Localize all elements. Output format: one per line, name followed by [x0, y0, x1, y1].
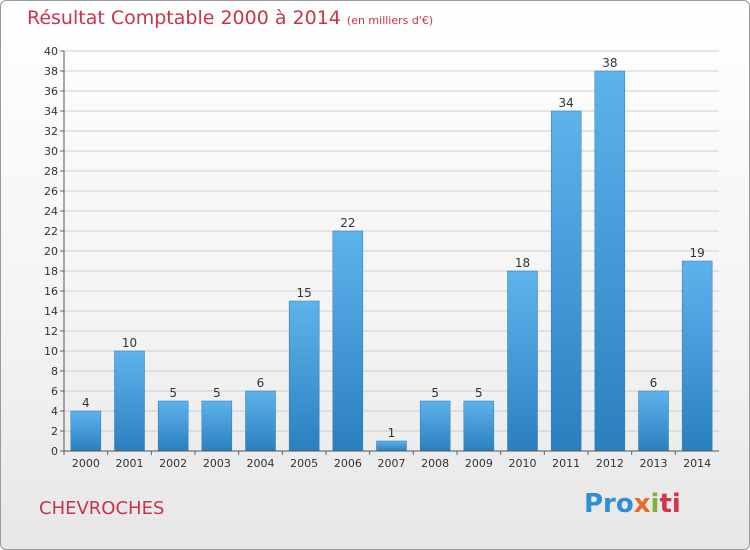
- chart-subtitle: (en milliers d'€): [346, 14, 434, 27]
- bar-value-label: 22: [340, 216, 355, 230]
- bar-2003: [201, 400, 233, 452]
- y-tick-label: 20: [44, 245, 58, 258]
- y-tick-label: 40: [44, 45, 58, 58]
- bar-value-label: 5: [431, 386, 439, 400]
- bar-value-label: 4: [82, 396, 90, 410]
- x-tick-label: 2013: [640, 457, 668, 470]
- y-tick-label: 12: [44, 325, 58, 338]
- y-tick-label: 28: [44, 165, 58, 178]
- x-tick-label: 2009: [465, 457, 493, 470]
- x-axis-ticks: 2000 2001 2002 2003 2004 2005 2006 2007 2008 2009…: [63, 451, 711, 470]
- x-tick-label: 2011: [552, 457, 580, 470]
- bar-2002: [157, 400, 189, 452]
- logo-part-1: Pro: [584, 489, 634, 519]
- x-tick-label: 2002: [159, 457, 187, 470]
- bar-value-label: 6: [650, 376, 658, 390]
- y-tick-label: 16: [44, 285, 58, 298]
- bar-2008: [419, 400, 451, 452]
- bar-2007: [376, 440, 407, 452]
- bar-2011: [550, 110, 582, 452]
- x-tick-label: 2003: [203, 457, 231, 470]
- y-tick-label: 10: [44, 345, 58, 358]
- bar-2009: [463, 400, 495, 452]
- x-tick-label: 2000: [72, 457, 100, 470]
- bar-2000: [70, 410, 102, 452]
- y-tick-label: 22: [44, 225, 58, 238]
- bar-2014: [681, 260, 713, 452]
- x-tick-label: 2012: [596, 457, 624, 470]
- x-tick-label: 2010: [509, 457, 537, 470]
- logo-part-2: x: [633, 489, 651, 519]
- x-tick-label: 2006: [334, 457, 362, 470]
- proxiti-logo: Proxiti: [584, 489, 681, 519]
- bar-value-label: 38: [602, 56, 617, 70]
- bar-2006: [332, 230, 364, 452]
- chart-title-text: Résultat Comptable 2000 à 2014: [27, 7, 341, 29]
- y-tick-label: 36: [44, 85, 58, 98]
- x-tick-label: 2014: [683, 457, 711, 470]
- y-tick-label: 14: [44, 305, 58, 318]
- y-tick-label: 26: [44, 185, 58, 198]
- bar-value-label: 15: [297, 286, 312, 300]
- bar-2013: [638, 390, 669, 452]
- x-tick-label: 2008: [421, 457, 449, 470]
- logo-part-3: i: [650, 489, 660, 519]
- bar-value-label: 5: [475, 386, 483, 400]
- y-tick-label: 38: [44, 65, 58, 78]
- bar-2004: [245, 390, 276, 452]
- y-tick-label: 8: [51, 365, 58, 378]
- x-tick-label: 2001: [116, 457, 144, 470]
- bar-value-label: 5: [169, 386, 177, 400]
- x-tick-label: 2007: [378, 457, 406, 470]
- bar-value-label: 10: [122, 336, 137, 350]
- y-tick-label: 24: [44, 205, 58, 218]
- x-tick-label: 2005: [290, 457, 318, 470]
- bar-value-label: 5: [213, 386, 221, 400]
- bar-2010: [507, 270, 538, 452]
- bar-2005: [288, 300, 320, 452]
- bar-value-label: 6: [257, 376, 265, 390]
- y-tick-label: 6: [51, 385, 58, 398]
- commune-name: CHEVROCHES: [39, 498, 165, 519]
- logo-part-4: ti: [659, 489, 681, 519]
- bar-2012: [594, 70, 626, 452]
- bar-2001: [114, 350, 145, 452]
- axes: [63, 51, 719, 452]
- y-tick-label: 18: [44, 265, 58, 278]
- y-tick-label: 2: [51, 425, 58, 438]
- bar-value-label: 1: [388, 426, 396, 440]
- y-tick-label: 30: [44, 145, 58, 158]
- bar-value-label: 19: [690, 246, 705, 260]
- y-tick-label: 34: [44, 105, 58, 118]
- y-tick-label: 32: [44, 125, 58, 138]
- y-tick-label: 4: [51, 405, 58, 418]
- bar-value-label: 18: [515, 256, 530, 270]
- x-tick-label: 2004: [247, 457, 275, 470]
- bar-value-label: 34: [559, 96, 574, 110]
- chart-title: Résultat Comptable 2000 à 2014 (en millie…: [27, 7, 433, 29]
- y-tick-label: 0: [51, 445, 58, 458]
